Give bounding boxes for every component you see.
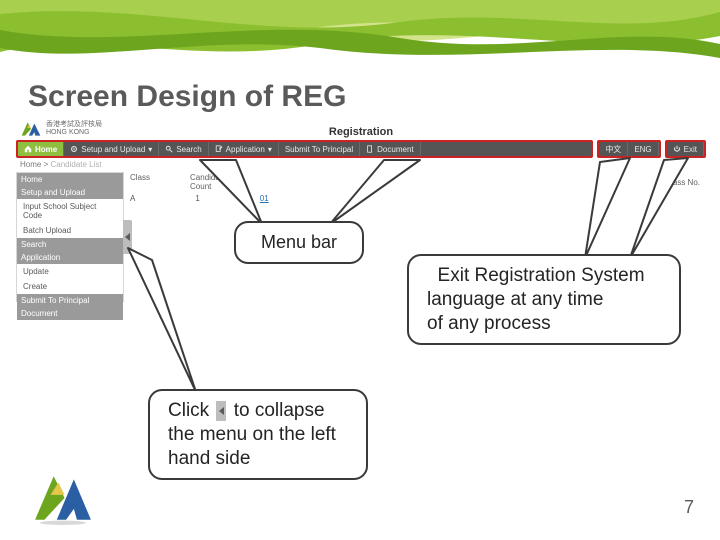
menu-search[interactable]: Search: [159, 142, 208, 156]
callout-exit: Exit Registration System language at any…: [407, 254, 681, 345]
chevron-down-icon: ▾: [148, 145, 152, 154]
candidate-link[interactable]: 01: [260, 194, 269, 203]
menu-exit-label: Exit: [684, 145, 697, 154]
callout-exit-line2: language at any time: [427, 288, 661, 312]
sidebar-item-update[interactable]: Update: [17, 264, 123, 279]
app-title: Registration: [16, 126, 706, 138]
class-value: A: [130, 194, 135, 203]
menubar-right: 中文 ENG: [597, 140, 660, 158]
candidate-count-value: 1: [195, 194, 199, 203]
menubar-spacer: [421, 142, 592, 156]
slide-title: Screen Design of REG: [28, 80, 346, 114]
menu-lang-zh[interactable]: 中文: [599, 142, 628, 156]
app-header-line2: HONG KONG: [46, 129, 102, 137]
menu-application-label: Application: [226, 145, 265, 154]
doc-edit-icon: [215, 145, 223, 153]
org-logo-icon: [32, 470, 94, 526]
menubar-exit-group: Exit: [665, 140, 706, 158]
breadcrumb-current: Candidate List: [50, 160, 101, 169]
callout-collapse: Click to collapse the menu on the left h…: [148, 389, 368, 480]
menu-setup[interactable]: Setup and Upload ▾: [64, 142, 159, 156]
menu-document-label: Document: [377, 145, 413, 154]
menu-lang-en-label: ENG: [634, 145, 651, 154]
candidate-count-label: Candidate Count: [190, 173, 240, 191]
slide-root: Screen Design of REG 香港考試及評核局 HONG KONG …: [0, 0, 720, 540]
classno-label: Class No.: [665, 178, 700, 187]
sidebar-application[interactable]: Application: [17, 251, 123, 264]
sidebar-home[interactable]: Home: [17, 173, 123, 186]
sidebar-document[interactable]: Document: [17, 307, 123, 320]
sidebar-submit[interactable]: Submit To Principal: [17, 294, 123, 307]
callout-menubar: Menu bar: [234, 221, 364, 264]
menu-application[interactable]: Application ▾: [209, 142, 279, 156]
document-icon: [366, 145, 374, 153]
breadcrumb: Home > Candidate List: [16, 158, 706, 172]
menu-submit[interactable]: Submit To Principal: [279, 142, 360, 156]
home-icon: [24, 145, 32, 153]
sidebar-item-batch-upload[interactable]: Batch Upload: [17, 223, 123, 238]
sidebar-item-input-code[interactable]: Input School Subject Code: [17, 199, 123, 223]
menu-home-label: Home: [35, 145, 57, 154]
menu-document[interactable]: Document: [360, 142, 420, 156]
menubar-main: Home Setup and Upload ▾ Search Applicati…: [16, 140, 593, 158]
search-icon: [165, 145, 173, 153]
sidebar: Home Setup and Upload Input School Subje…: [16, 172, 124, 302]
chevron-left-icon: [219, 407, 224, 415]
chevron-left-icon: [125, 233, 130, 241]
class-label: Class: [130, 173, 150, 191]
breadcrumb-home[interactable]: Home: [20, 160, 41, 169]
gear-icon: [70, 145, 78, 153]
menu-exit[interactable]: Exit: [667, 142, 704, 156]
menu-lang-zh-label: 中文: [605, 144, 621, 155]
sidebar-search[interactable]: Search: [17, 238, 123, 251]
sidebar-setup-head[interactable]: Setup and Upload: [17, 186, 123, 199]
callout-menubar-text: Menu bar: [261, 232, 337, 252]
menu-home[interactable]: Home: [18, 142, 64, 156]
chevron-down-icon: ▾: [268, 145, 272, 154]
app-header-line1: 香港考試及評核局: [46, 121, 102, 129]
app-logo-icon: [20, 119, 42, 139]
collapse-handle[interactable]: [123, 220, 132, 254]
callout-exit-line1: Exit Registration System: [427, 264, 661, 288]
callout-exit-line3: of any process: [427, 312, 661, 336]
wave-banner: [0, 0, 720, 74]
exit-icon: [673, 145, 681, 153]
menu-lang-en[interactable]: ENG: [628, 142, 658, 156]
callout-collapse-pre: Click: [168, 400, 209, 421]
collapse-handle-icon: [216, 401, 226, 421]
menu-setup-label: Setup and Upload: [81, 145, 145, 154]
sidebar-item-create[interactable]: Create: [17, 279, 123, 294]
menu-search-label: Search: [176, 145, 201, 154]
menu-submit-label: Submit To Principal: [285, 145, 353, 154]
menubar-wrap: Home Setup and Upload ▾ Search Applicati…: [16, 140, 706, 158]
page-number: 7: [684, 497, 694, 518]
